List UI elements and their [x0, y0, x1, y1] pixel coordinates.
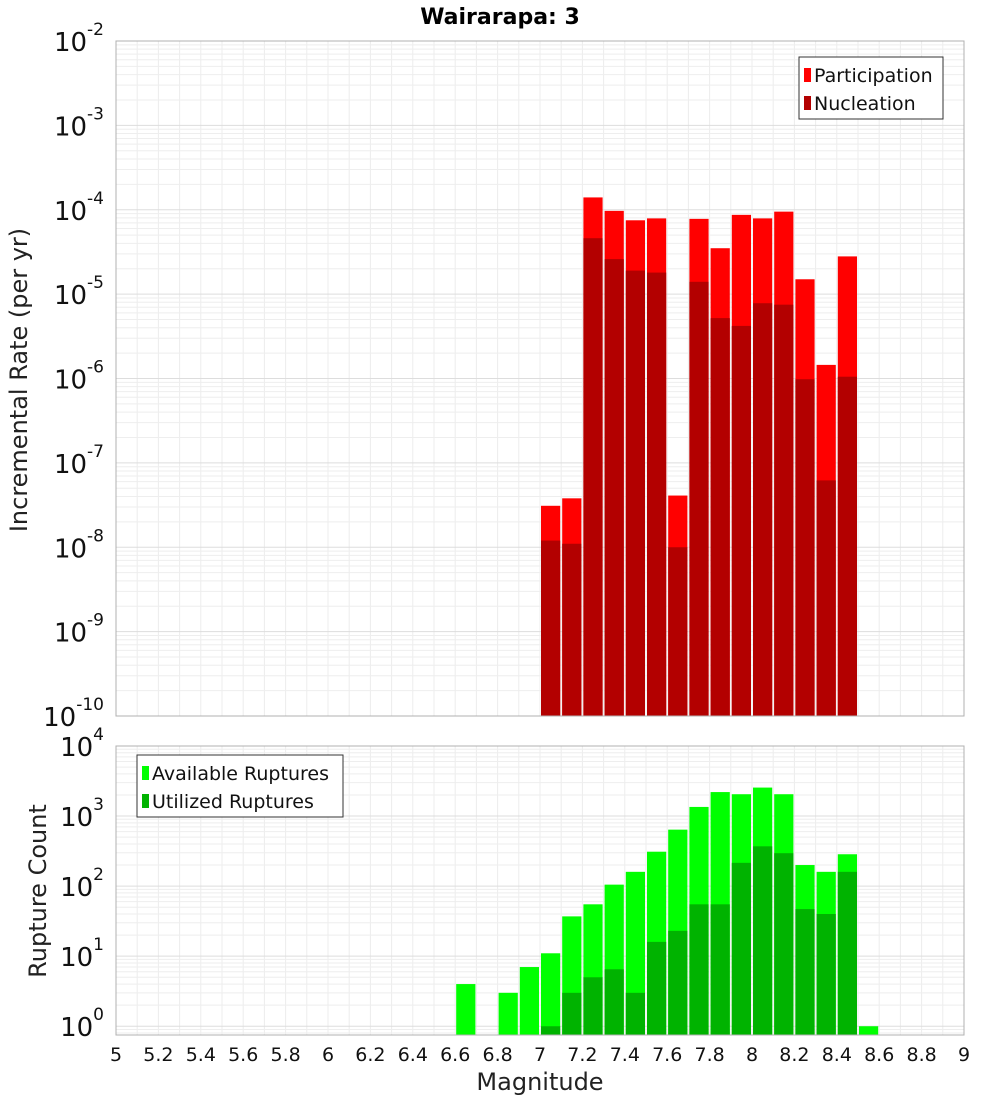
bottom-x-tick-label: 7.8: [694, 1044, 724, 1066]
bottom-bar-series1: [859, 1026, 879, 1035]
top-bar-series2: [625, 270, 645, 716]
bottom-x-tick-label: 8.6: [864, 1044, 894, 1066]
bottom-x-tick-label: 5.8: [270, 1044, 300, 1066]
bottom-bar-series1: [456, 984, 476, 1035]
top-y-tick-label: 10-7: [54, 442, 104, 480]
bottom-y-tick-label: 103: [60, 795, 104, 833]
top-y-axis-label: Incremental Rate (per yr): [5, 228, 33, 532]
bottom-x-tick-label: 5.6: [228, 1044, 258, 1066]
bottom-bar-series1: [541, 953, 561, 1035]
top-y-tick-label: 10-5: [54, 273, 104, 311]
bottom-bar-series2: [731, 862, 751, 1035]
bottom-bar-series2: [837, 871, 857, 1035]
top-bar-series2: [647, 272, 667, 716]
bottom-legend: Available Ruptures Utilized Ruptures: [136, 754, 344, 818]
bottom-bar-series2: [668, 930, 688, 1035]
bottom-x-tick-label: 6.8: [482, 1044, 512, 1066]
bottom-legend-swatch: [142, 794, 149, 808]
top-bar-series2: [816, 480, 836, 716]
bottom-bar-series2: [795, 909, 815, 1035]
top-y-tick-label: 10-3: [54, 104, 104, 142]
bottom-x-tick-label: 6.6: [440, 1044, 470, 1066]
bottom-bar-series2: [710, 904, 730, 1035]
top-y-tick-label: 10-2: [54, 20, 104, 58]
bottom-x-tick-label: 7: [534, 1044, 546, 1066]
bottom-x-tick-label: 8: [746, 1044, 758, 1066]
bottom-x-tick-label: 7.6: [652, 1044, 682, 1066]
bottom-legend-swatch: [142, 766, 149, 780]
bottom-bar-series2: [562, 992, 582, 1035]
bottom-x-tick-label: 6.4: [398, 1044, 428, 1066]
top-bar-series2: [753, 303, 773, 716]
bottom-bar-series2: [583, 977, 603, 1035]
top-bar-series2: [583, 238, 603, 716]
bottom-bar-series2: [689, 904, 709, 1035]
top-y-tick-label: 10-8: [54, 526, 104, 564]
top-y-tick-label: 10-4: [54, 189, 104, 227]
top-bar-series2: [562, 543, 582, 716]
top-plot-frame: [115, 40, 965, 717]
bottom-x-tick-label: 7.2: [567, 1044, 597, 1066]
top-legend-swatch: [804, 68, 811, 82]
bottom-bar-series2: [753, 846, 773, 1035]
top-legend-box: [798, 56, 944, 120]
bottom-bar-series1: [498, 992, 518, 1035]
bottom-x-tick-label: 5.4: [186, 1044, 216, 1066]
top-bar-series2: [837, 376, 857, 716]
top-legend-label: Nucleation: [814, 93, 916, 115]
bottom-y-tick-label: 100: [60, 1005, 104, 1043]
top-bar-series2: [795, 379, 815, 716]
bottom-y-tick-label: 102: [60, 865, 104, 903]
bottom-plot-frame: [115, 745, 965, 1036]
top-bar-series2: [541, 540, 561, 716]
bottom-bar-series2: [604, 969, 624, 1035]
chart-title: Wairarapa: 3: [420, 5, 580, 30]
bottom-bar-series2: [541, 1026, 561, 1035]
top-legend-label: Participation: [814, 65, 933, 87]
bottom-bar-series1: [519, 967, 539, 1035]
top-bar-series2: [689, 281, 709, 716]
top-legend-swatch: [804, 96, 811, 110]
top-y-tick-label: 10-9: [54, 611, 104, 649]
bottom-x-tick-label: 6: [322, 1044, 334, 1066]
bottom-x-tick-label: 9: [958, 1044, 970, 1066]
bottom-y-tick-label: 101: [60, 935, 104, 973]
top-legend: Participation Nucleation: [798, 56, 944, 120]
bottom-bar-series2: [647, 941, 667, 1035]
bottom-x-tick-label: 8.8: [906, 1044, 936, 1066]
bottom-legend-box: [136, 754, 344, 818]
bottom-bar-series2: [816, 914, 836, 1035]
top-bar-series2: [604, 259, 624, 716]
bottom-x-tick-label: 8.4: [822, 1044, 852, 1066]
bottom-bar-series2: [625, 992, 645, 1035]
bottom-y-tick-label: 104: [60, 725, 104, 763]
bottom-chart-panel: 100 101 102 103 104 5 5.2 5.4 5.6 5.8 6 6.2 6.4 6.6 6.…: [60, 725, 970, 1066]
top-y-tick-label: 10-10: [43, 695, 104, 733]
top-bar-series2: [710, 318, 730, 716]
bottom-bar-series2: [774, 853, 794, 1035]
bottom-legend-label: Utilized Ruptures: [152, 791, 314, 813]
bottom-x-tick-label: 5: [110, 1044, 122, 1066]
top-bar-series2: [731, 325, 751, 716]
top-y-tick-label: 10-6: [54, 358, 104, 396]
bottom-y-axis-label: Rupture Count: [24, 804, 52, 978]
bottom-x-tick-label: 5.2: [143, 1044, 173, 1066]
bottom-x-tick-label: 8.2: [779, 1044, 809, 1066]
x-axis-label: Magnitude: [476, 1068, 603, 1096]
top-chart-panel: 10-10 10-9 10-8 10-7 10-6 10-5 10-4 10-3 10-2 Par…: [43, 20, 965, 733]
top-bar-series2: [668, 547, 688, 716]
bottom-x-tick-label: 7.4: [610, 1044, 640, 1066]
top-bar-series2: [774, 304, 794, 716]
bottom-x-tick-label: 6.2: [355, 1044, 385, 1066]
bottom-legend-label: Available Ruptures: [152, 763, 329, 785]
